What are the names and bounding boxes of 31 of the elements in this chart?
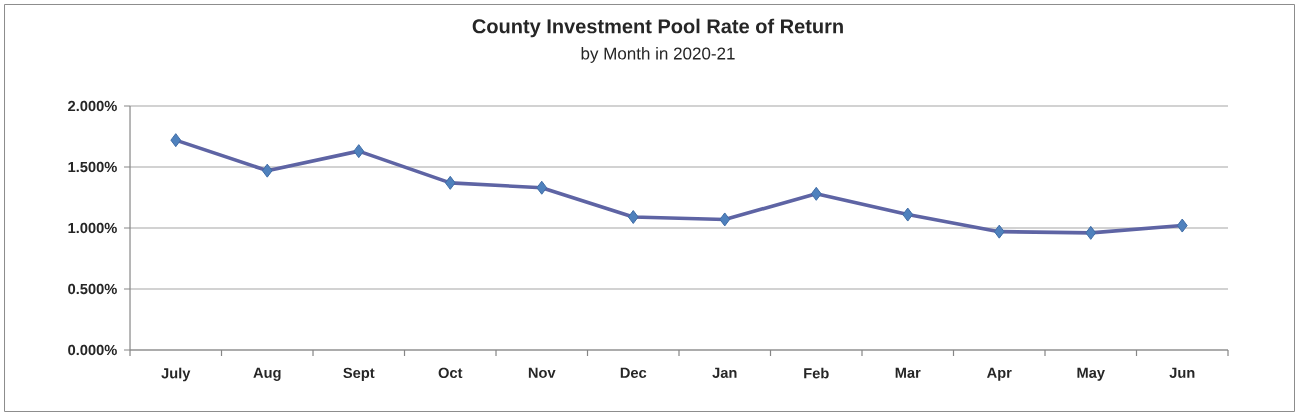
point (627, 210, 639, 225)
point (353, 144, 365, 159)
x-tick-label: Oct (438, 367, 463, 379)
point (902, 207, 914, 222)
x-tick-label: Sept (343, 367, 375, 381)
point (536, 180, 548, 195)
x-tick-label: Dec (620, 367, 647, 378)
point (261, 163, 273, 178)
point (444, 175, 456, 190)
x-tick-label: Jun (1169, 367, 1195, 378)
y-tick-label: 1.000% (68, 222, 117, 234)
x-tick-label: July (161, 367, 191, 382)
x-tick-label: Aug (253, 367, 281, 381)
point (1176, 218, 1188, 233)
y-tick-label: 0.000% (68, 344, 117, 356)
x-tick-label: May (1077, 367, 1105, 381)
y-tick-label: 2.000% (68, 100, 117, 112)
point (719, 212, 731, 227)
chart-title: County Investment Pool Rate of Return (472, 18, 843, 38)
point (993, 224, 1005, 239)
y-tick-label: 1.500% (68, 161, 117, 173)
point (1085, 225, 1097, 240)
x-tick-label: Feb (804, 367, 829, 379)
x-tick-label: Mar (895, 367, 921, 378)
x-tick-label: Apr (986, 367, 1012, 381)
x-tick-label: Jan (712, 367, 737, 378)
point (810, 186, 822, 201)
chart-subtitle: by Month in 2020-21 (581, 47, 735, 63)
y-tick-label: 0.500% (68, 283, 117, 295)
point (170, 133, 182, 148)
x-tick-label: Nov (528, 367, 556, 378)
